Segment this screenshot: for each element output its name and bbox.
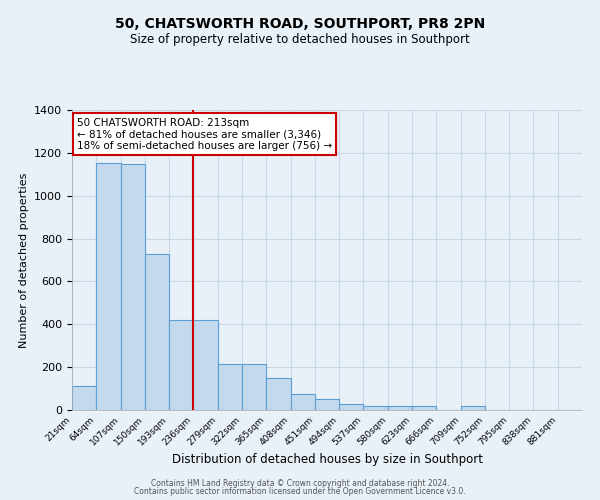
Text: Contains public sector information licensed under the Open Government Licence v3: Contains public sector information licen… (134, 487, 466, 496)
Bar (218, 364, 242, 410)
Bar (193, 320, 218, 410)
Bar (461, 406, 485, 410)
Text: Size of property relative to detached houses in Southport: Size of property relative to detached ho… (130, 32, 470, 46)
Bar (169, 320, 193, 410)
Text: 50 CHATSWORTH ROAD: 213sqm
← 81% of detached houses are smaller (3,346)
18% of s: 50 CHATSWORTH ROAD: 213sqm ← 81% of deta… (77, 118, 332, 150)
Y-axis label: Number of detached properties: Number of detached properties (19, 172, 29, 348)
Bar (96, 162, 121, 410)
Bar (339, 404, 364, 410)
Bar (72, 386, 96, 410)
Bar (121, 164, 145, 410)
Bar (364, 406, 388, 410)
Bar (412, 406, 436, 410)
Bar (266, 378, 290, 410)
Bar (145, 254, 169, 410)
Bar (388, 406, 412, 410)
Bar (315, 400, 339, 410)
Text: 50, CHATSWORTH ROAD, SOUTHPORT, PR8 2PN: 50, CHATSWORTH ROAD, SOUTHPORT, PR8 2PN (115, 18, 485, 32)
X-axis label: Distribution of detached houses by size in Southport: Distribution of detached houses by size … (172, 452, 482, 466)
Bar (290, 394, 315, 410)
Bar (242, 364, 266, 410)
Text: Contains HM Land Registry data © Crown copyright and database right 2024.: Contains HM Land Registry data © Crown c… (151, 478, 449, 488)
